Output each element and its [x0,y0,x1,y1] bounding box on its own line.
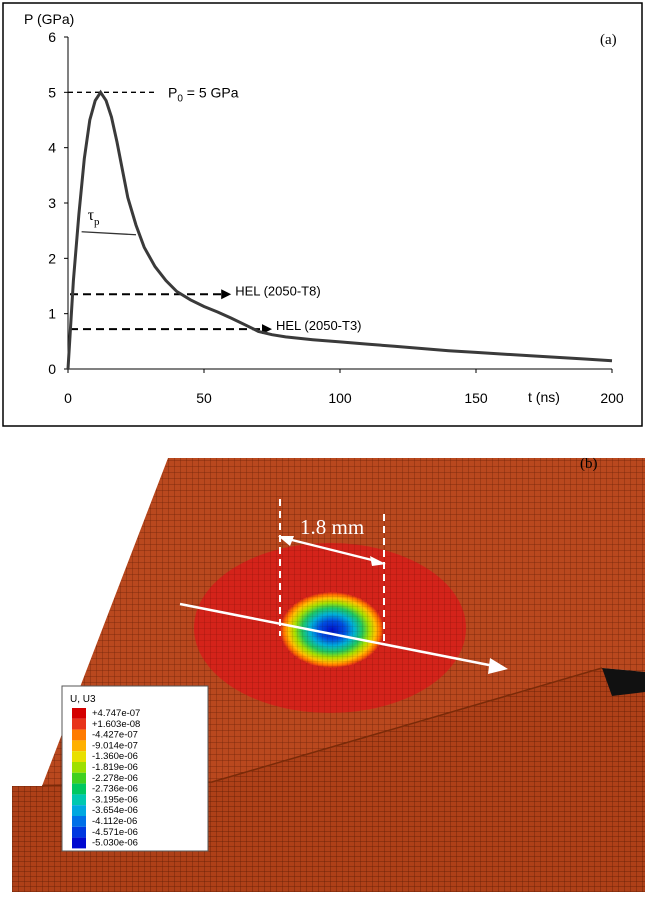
pressure-chart: (a) P (GPa) t (ns) 0 1 2 3 4 5 6 0 50 100 150 200 P… [2,2,643,427]
x-tick-label: 200 [600,390,624,406]
legend-title: U, U3 [70,694,96,705]
legend-entry: -4.112e-06 [92,816,137,827]
hel-t3-label: HEL (2050-T3) [276,318,362,333]
hel-t8-label: HEL (2050-T8) [235,283,321,298]
dimension-arrowhead-right [370,556,386,566]
x-tick-label: 100 [328,390,352,406]
dimension-arrow [287,537,377,563]
legend-swatch [72,837,86,849]
chart-annotations: P0 = 5 GPa τp HEL (2050-T8) HEL (2050-T3) [68,84,362,335]
dimension-arrowhead-left [278,536,294,546]
color-legend: U, U3 +4.747e-07+1.603e-08-4.427e-07-9.0… [61,685,209,852]
legend-swatch [72,718,86,730]
legend-entry: +1.603e-08 [92,719,140,730]
y-tick-label: 4 [48,140,56,156]
hel-t8-arrowhead [221,289,232,300]
legend-swatch [72,772,86,784]
x-tick-label: 50 [196,390,212,406]
x-axis-label: t (ns) [528,389,560,405]
pressure-curve [66,89,613,370]
legend-entry: -1.360e-06 [92,751,138,762]
y-tick-label: 0 [48,361,56,377]
legend-swatch [72,740,86,752]
y-axis-label: P (GPa) [24,11,74,27]
legend-swatch [72,783,86,795]
dimension-label: 1.8 mm [300,515,364,539]
legend-entry: -4.571e-06 [92,827,138,838]
legend-entry: -2.278e-06 [92,773,138,784]
p0-label: P0 = 5 GPa [168,84,239,104]
legend-entry: -4.427e-07 [92,730,138,741]
chart-ticks: 0 1 2 3 4 5 6 0 50 100 150 200 [48,29,624,406]
tau-label: τp [88,207,100,228]
hotspot-mesh [280,592,384,668]
legend-entry: -3.654e-06 [92,805,138,816]
legend-swatch [72,708,86,719]
legend-entry: -1.819e-06 [92,762,138,773]
panel-a-chart: (a) P (GPa) t (ns) 0 1 2 3 4 5 6 0 50 100 150 200 P… [0,0,645,432]
legend-entry: +4.747e-07 [92,708,140,719]
legend-swatch [72,794,86,806]
legend-entry: -3.195e-06 [92,794,138,805]
y-tick-label: 1 [48,306,56,322]
y-tick-label: 6 [48,29,56,45]
panel-b-label: (b) [580,456,598,472]
panel-b-simulation: 1.8 mm (b) U, U3 +4.747e-07 +1.603e-08 -4.… [12,436,645,892]
scan-arrowhead [488,658,508,674]
legend-box [61,685,209,852]
block-dark-edge [602,668,645,696]
x-tick-label: 0 [64,390,72,406]
y-tick-label: 3 [48,195,56,211]
legend-swatch [72,751,86,762]
simulation-render: 1.8 mm (b) U, U3 +4.747e-07+1.603e-08-4.… [12,436,645,892]
legend-swatch [72,816,86,827]
y-tick-label: 5 [48,84,56,100]
legend-entry: -9.014e-07 [92,740,138,751]
y-tick-label: 2 [48,250,56,266]
tau-line [81,231,137,236]
panel-a-label: (a) [600,32,617,48]
scan-arrow [179,602,495,668]
legend-entry: -2.736e-06 [92,784,138,795]
legend-swatch [72,805,86,816]
legend-swatch [72,729,86,741]
x-tick-label: 150 [464,390,488,406]
legend-entry: -5.030e-06 [92,838,138,849]
legend-swatch [72,762,86,773]
legend-swatch [72,826,86,838]
legend-rows: +4.747e-07+1.603e-08-4.427e-07-9.014e-07… [72,708,140,849]
chart-frame [2,2,643,427]
